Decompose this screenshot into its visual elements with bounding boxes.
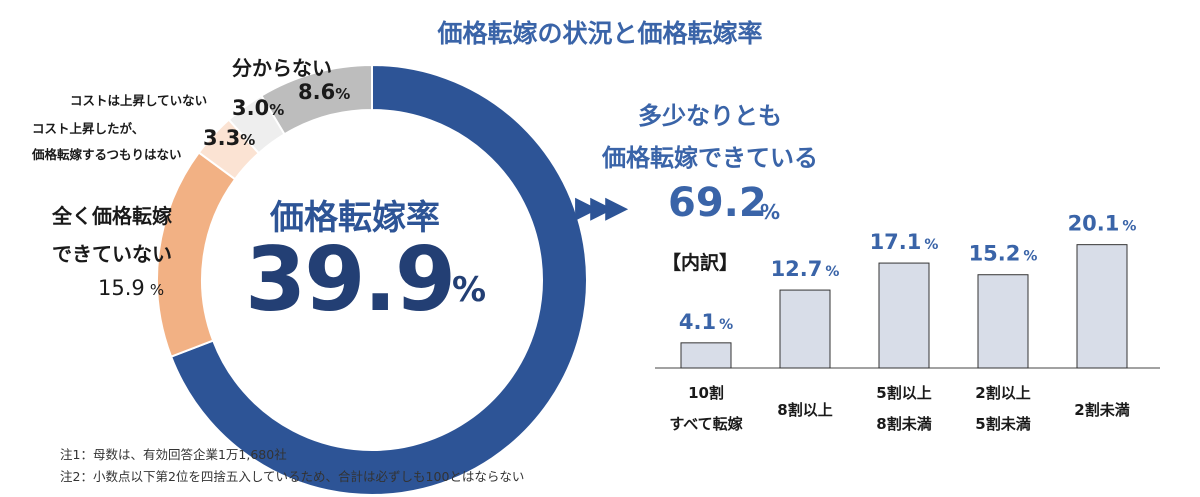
breakdown-heading: 【内訳】	[662, 252, 739, 274]
value-no-intent: 3.3%	[203, 126, 255, 150]
donut-center-value: 39.9	[245, 228, 456, 331]
value-wakaranai: 8.6%	[298, 80, 350, 104]
slice-partial	[169, 63, 588, 496]
label-no-intent-line1: コスト上昇したが、	[32, 121, 145, 136]
value-none-unit: %	[149, 281, 165, 299]
value-cost-no-rise-unit: %	[269, 101, 285, 119]
value-none: 15.9 %	[98, 276, 164, 300]
label-none-line2: できていない	[52, 242, 172, 266]
bar-value-label-0: 4.1%	[679, 310, 733, 334]
bar-category-label-1-0: 8割以上	[777, 401, 832, 419]
donut-center-label: 価格転嫁率	[270, 198, 440, 238]
donut-center-unit: %	[452, 270, 487, 310]
footnote-2: 注2：小数点以下第2位を四捨五入しているため、合計は必ずしも100とはならない	[60, 469, 525, 484]
partial-heading-line1: 多少なりとも	[638, 102, 782, 130]
bar-value-label-3: 15.2%	[969, 242, 1038, 266]
bar-category-label-0-0: 10割	[688, 384, 724, 402]
bar-3	[977, 274, 1029, 369]
bar-category-label-0-1: すべて転嫁	[669, 415, 742, 433]
label-wakaranai: 分からない	[232, 56, 332, 80]
label-no-intent-line2: 価格転嫁するつもりはない	[32, 147, 182, 162]
value-no-intent-num: 3.3	[203, 126, 241, 150]
bar-1	[779, 289, 831, 369]
bar-4	[1076, 244, 1128, 369]
value-wakaranai-unit: %	[335, 85, 351, 103]
bar-2	[878, 262, 930, 369]
bar-category-label-2-0: 5割以上	[876, 384, 931, 402]
bar-category-label-3-0: 2割以上	[975, 384, 1030, 402]
donut-chart	[156, 63, 588, 496]
partial-heading-line2: 価格転嫁できている	[602, 144, 818, 172]
bar-category-label-4-0: 2割未満	[1074, 401, 1129, 419]
bar-category-label-3-1: 5割未満	[975, 415, 1030, 433]
label-none-line1: 全く価格転嫁	[52, 204, 172, 228]
value-no-intent-unit: %	[240, 131, 256, 149]
bar-value-label-2: 17.1%	[870, 230, 939, 254]
value-none-num: 15.9	[98, 276, 145, 300]
bar-value-label-4: 20.1%	[1068, 212, 1137, 236]
slice-wakaranai	[260, 63, 373, 136]
bar-0	[680, 342, 732, 369]
bar-category-label-2-1: 8割未満	[876, 415, 931, 433]
value-cost-no-rise: 3.0%	[232, 96, 284, 120]
value-wakaranai-num: 8.6	[298, 80, 336, 104]
label-cost-no-rise: コストは上昇していない	[70, 93, 208, 108]
partial-value: 69.2	[668, 180, 767, 226]
partial-unit: %	[760, 200, 781, 224]
bar-value-label-1: 12.7%	[771, 257, 840, 281]
arrow-icon: ▶▶▶	[575, 190, 628, 225]
value-cost-no-rise-num: 3.0	[232, 96, 270, 120]
footnote-1: 注1：母数は、有効回答企業1万1,680社	[60, 447, 287, 462]
chart-title: 価格転嫁の状況と価格転嫁率	[437, 19, 763, 48]
